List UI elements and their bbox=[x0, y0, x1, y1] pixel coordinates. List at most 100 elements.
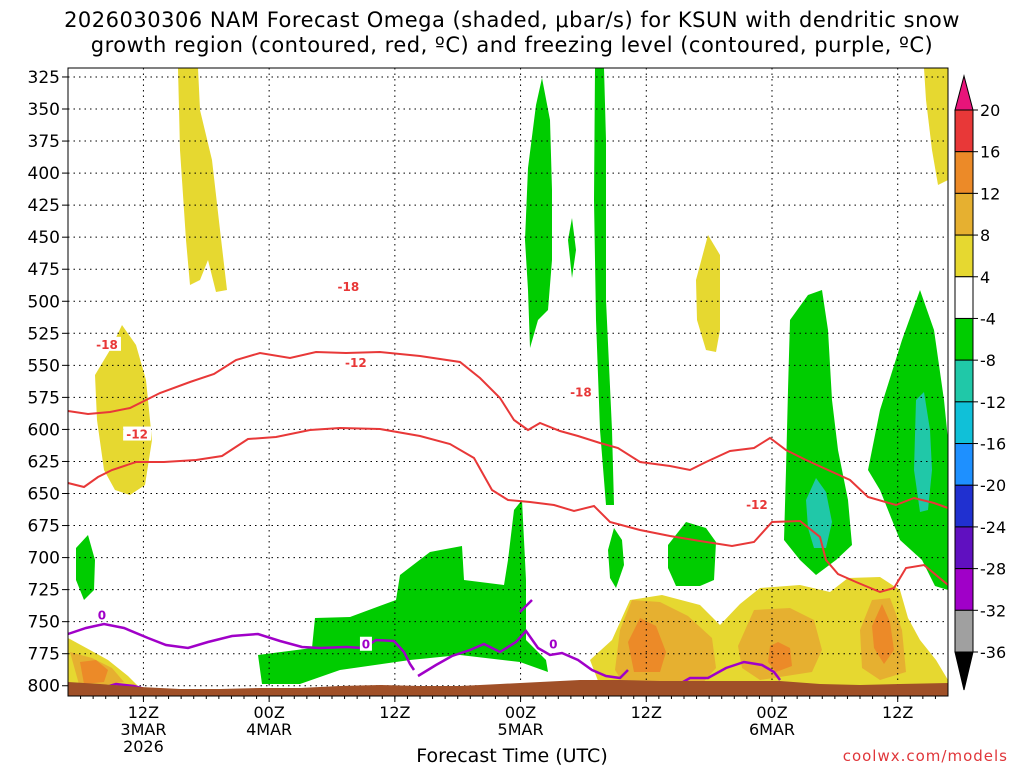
contour-label-bg bbox=[547, 636, 560, 651]
x-tick-label-line3: 2026 bbox=[123, 737, 164, 756]
contour-label-bg bbox=[341, 354, 370, 369]
shade-green-upper-center bbox=[525, 78, 552, 348]
y-tick-label: 650 bbox=[28, 485, 60, 505]
colorbar-bin bbox=[954, 192, 974, 236]
shade-green-left-small bbox=[76, 535, 95, 600]
shade-yellow-plume-upper-left bbox=[178, 68, 227, 292]
shade-green-column-center bbox=[594, 68, 614, 505]
colorbar-label: -32 bbox=[980, 601, 1006, 620]
y-tick-label: 750 bbox=[28, 613, 60, 633]
contour-label: -18 bbox=[337, 280, 359, 294]
x-tick-label-line1: 12Z bbox=[379, 703, 410, 722]
colorbar-label: -28 bbox=[980, 560, 1006, 579]
y-tick-label: 350 bbox=[28, 100, 60, 120]
contour-label: -18 bbox=[96, 338, 118, 352]
contour-label: -12 bbox=[345, 356, 367, 370]
x-tick-label-line1: 12Z bbox=[631, 703, 662, 722]
colorbar-label: -36 bbox=[980, 643, 1006, 662]
colorbar-top-arrow bbox=[954, 74, 974, 111]
colorbar-bin bbox=[954, 443, 974, 486]
x-tick-label-line2: 4MAR bbox=[246, 720, 292, 739]
contour-label: 0 bbox=[549, 638, 557, 652]
contour-label-bg bbox=[92, 336, 121, 351]
colorbar-bin bbox=[954, 401, 974, 445]
y-tick-label: 550 bbox=[28, 356, 60, 376]
contour-label: -12 bbox=[126, 428, 148, 442]
contour-label: -12 bbox=[746, 498, 768, 512]
x-axis-label: Forecast Time (UTC) bbox=[416, 745, 608, 767]
colorbar-label: -12 bbox=[980, 393, 1006, 412]
y-tick-label: 600 bbox=[28, 420, 60, 440]
y-tick-label: 800 bbox=[28, 677, 60, 697]
y-tick-label: 525 bbox=[28, 324, 60, 344]
contour-label-bg bbox=[566, 384, 595, 399]
shade-yellow-plume-right-top bbox=[924, 68, 948, 185]
x-tick-label-line1: 00Z bbox=[756, 703, 787, 722]
colorbar-bin bbox=[954, 276, 974, 319]
contour-zero-inner bbox=[519, 599, 533, 613]
y-tick-label: 475 bbox=[28, 260, 60, 280]
colorbar-bin bbox=[954, 359, 974, 403]
omega-shading bbox=[68, 68, 948, 690]
colorbar-bin bbox=[954, 609, 974, 653]
colorbar-bin bbox=[954, 109, 974, 153]
x-tick-label-line1: 12Z bbox=[882, 703, 913, 722]
x-tick-label-line1: 00Z bbox=[253, 703, 284, 722]
colorbar-bin bbox=[954, 151, 974, 194]
colorbar-bin bbox=[954, 568, 974, 611]
chart-title-line-2: growth region (contoured, red, ºC) and f… bbox=[90, 33, 934, 57]
terrain bbox=[68, 680, 948, 696]
colorbar-label: -8 bbox=[980, 351, 996, 370]
shade-yellow-plume-mid bbox=[696, 235, 720, 352]
contour-label-bg bbox=[123, 426, 152, 441]
contour-label-bg bbox=[742, 497, 771, 512]
y-tick-label: 450 bbox=[28, 228, 60, 248]
x-tick-label-line2: 3MAR bbox=[120, 720, 166, 739]
y-tick-label: 775 bbox=[28, 645, 60, 665]
colorbar: 20 16 12 8 4 -4 -8 -12 -16 -20 -24 -28 -32 -36 bbox=[954, 74, 1006, 691]
source-link[interactable]: coolwx.com/models bbox=[842, 747, 1008, 765]
x-tick-label-line1: 12Z bbox=[128, 703, 159, 722]
shade-green-small bbox=[568, 218, 576, 278]
colorbar-label: -16 bbox=[980, 435, 1006, 454]
contour-label-bg bbox=[95, 607, 108, 622]
chart-title-line-1: 2026030306 NAM Forecast Omega (shaded, μ… bbox=[64, 8, 960, 32]
colorbar-label: 12 bbox=[980, 184, 1000, 203]
y-tick-label: 725 bbox=[28, 581, 60, 601]
colorbar-bin bbox=[954, 317, 974, 361]
shade-tan-low-right bbox=[615, 598, 906, 686]
contour-label: 0 bbox=[98, 608, 106, 622]
y-tick-label: 375 bbox=[28, 132, 60, 152]
contour-minus18 bbox=[67, 350, 949, 509]
x-tick-label-line1: 00Z bbox=[505, 703, 536, 722]
colorbar-label: 4 bbox=[980, 268, 990, 287]
shade-orange-low-right bbox=[628, 604, 894, 672]
y-axis: 325 350 375 400 425 450 475 500 525 550 575 600 625 6… bbox=[28, 68, 68, 697]
contour-labels: -18 -18 -18 -12 -12 -12 0 0 0 bbox=[92, 279, 771, 652]
y-tick-label: 425 bbox=[28, 196, 60, 216]
shade-green-right-plume bbox=[784, 290, 852, 575]
colorbar-label: 20 bbox=[980, 101, 1000, 120]
contour-minus12 bbox=[67, 426, 949, 594]
y-tick-label: 625 bbox=[28, 452, 60, 472]
colorbar-bin bbox=[954, 526, 974, 570]
x-tick-label-line2: 6MAR bbox=[749, 720, 795, 739]
colorbar-label: 16 bbox=[980, 143, 1000, 162]
y-tick-label: 575 bbox=[28, 388, 60, 408]
colorbar-bin bbox=[954, 234, 974, 278]
shade-green-low-center bbox=[258, 500, 548, 684]
shade-orange-low-left bbox=[80, 660, 108, 684]
colorbar-bottom-arrow bbox=[954, 651, 974, 691]
y-tick-label: 675 bbox=[28, 517, 60, 537]
y-tick-label: 400 bbox=[28, 164, 60, 184]
y-tick-label: 325 bbox=[28, 68, 60, 88]
x-tick-label-line2: 5MAR bbox=[498, 720, 544, 739]
y-tick-label: 500 bbox=[28, 292, 60, 312]
colorbar-bin bbox=[954, 484, 974, 528]
y-tick-label: 700 bbox=[28, 549, 60, 569]
contour-label: -18 bbox=[570, 385, 592, 399]
colorbar-label: -20 bbox=[980, 476, 1006, 495]
colorbar-label: -4 bbox=[980, 309, 996, 328]
